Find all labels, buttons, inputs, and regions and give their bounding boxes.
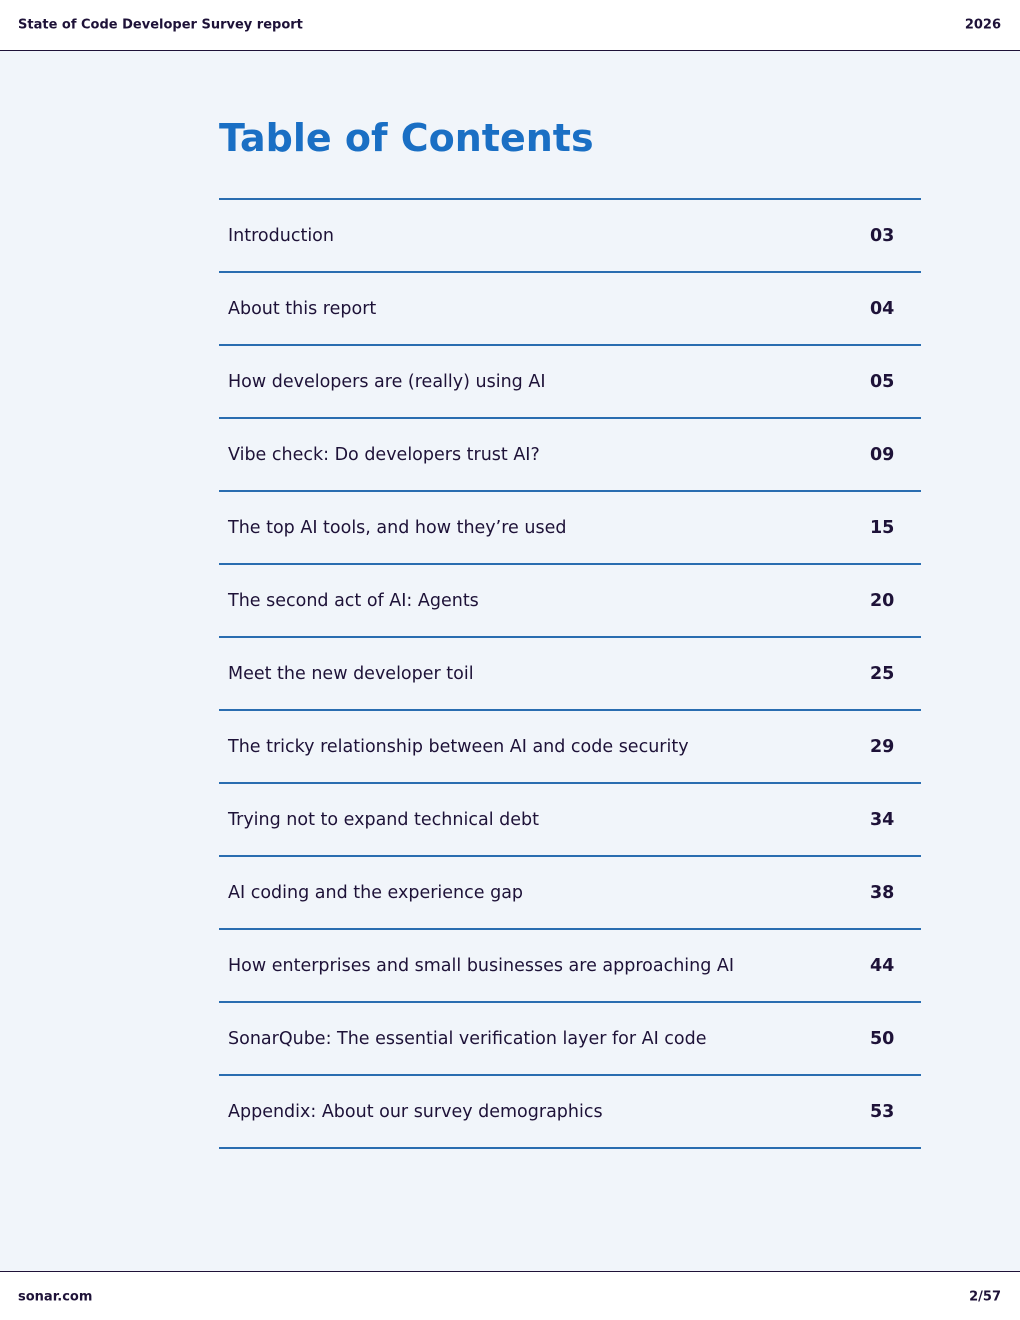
- entry-label: How enterprises and small businesses are…: [228, 955, 735, 976]
- toc-entry[interactable]: Meet the new developer toil 25: [219, 638, 921, 711]
- entry-label: Introduction: [228, 225, 334, 246]
- entry-page: 50: [870, 1028, 895, 1049]
- entry-page: 04: [870, 298, 895, 319]
- entry-label: Trying not to expand technical debt: [228, 809, 539, 830]
- entry-page: 44: [870, 955, 895, 976]
- toc-title: Table of Contents: [219, 116, 594, 160]
- entry-page: 03: [870, 225, 895, 246]
- entry-label: Appendix: About our survey demographics: [228, 1101, 603, 1122]
- entry-label: SonarQube: The essential verification la…: [228, 1028, 707, 1049]
- entry-page: 29: [870, 736, 895, 757]
- header-title: State of Code Developer Survey report: [18, 17, 303, 33]
- toc-entry[interactable]: How enterprises and small businesses are…: [219, 930, 921, 1003]
- toc-entry[interactable]: Trying not to expand technical debt 34: [219, 784, 921, 857]
- entry-label: The second act of AI: Agents: [228, 590, 479, 611]
- footer-page: 2/57: [969, 1289, 1001, 1304]
- header-year: 2026: [964, 17, 1001, 33]
- footer-site: sonar.com: [18, 1289, 93, 1304]
- entry-label: The top AI tools, and how they’re used: [228, 517, 567, 538]
- entry-label: About this report: [228, 298, 377, 319]
- entry-page: 53: [870, 1101, 895, 1122]
- entry-page: 34: [870, 809, 895, 830]
- entry-label: How developers are (really) using AI: [228, 371, 546, 392]
- toc-list: Introduction 03 About this report 04 How dev…: [219, 198, 921, 1149]
- toc-entry[interactable]: SonarQube: The essential verification la…: [219, 1003, 921, 1076]
- entry-label: Vibe check: Do developers trust AI?: [228, 444, 540, 465]
- entry-page: 15: [870, 517, 895, 538]
- entry-page: 20: [870, 590, 895, 611]
- toc-entry[interactable]: The tricky relationship between AI and c…: [219, 711, 921, 784]
- entry-page: 25: [870, 663, 895, 684]
- header: State of Code Developer Survey report 20…: [0, 0, 1020, 51]
- toc-entry[interactable]: Appendix: About our survey demographics 5…: [219, 1076, 921, 1149]
- toc-entry[interactable]: The second act of AI: Agents 20: [219, 565, 921, 638]
- toc-entry[interactable]: About this report 04: [219, 273, 921, 346]
- footer: sonar.com 2/57: [0, 1271, 1020, 1320]
- toc-entry[interactable]: How developers are (really) using AI 05: [219, 346, 921, 419]
- toc-entry[interactable]: Vibe check: Do developers trust AI? 09: [219, 419, 921, 492]
- entry-page: 09: [870, 444, 895, 465]
- toc-entry[interactable]: AI coding and the experience gap 38: [219, 857, 921, 930]
- toc-entry[interactable]: Introduction 03: [219, 200, 921, 273]
- entry-page: 05: [870, 371, 895, 392]
- entry-label: The tricky relationship between AI and c…: [228, 736, 689, 757]
- entry-page: 38: [870, 882, 895, 903]
- entry-label: Meet the new developer toil: [228, 663, 474, 684]
- toc-entry[interactable]: The top AI tools, and how they’re used 15: [219, 492, 921, 565]
- entry-label: AI coding and the experience gap: [228, 882, 524, 903]
